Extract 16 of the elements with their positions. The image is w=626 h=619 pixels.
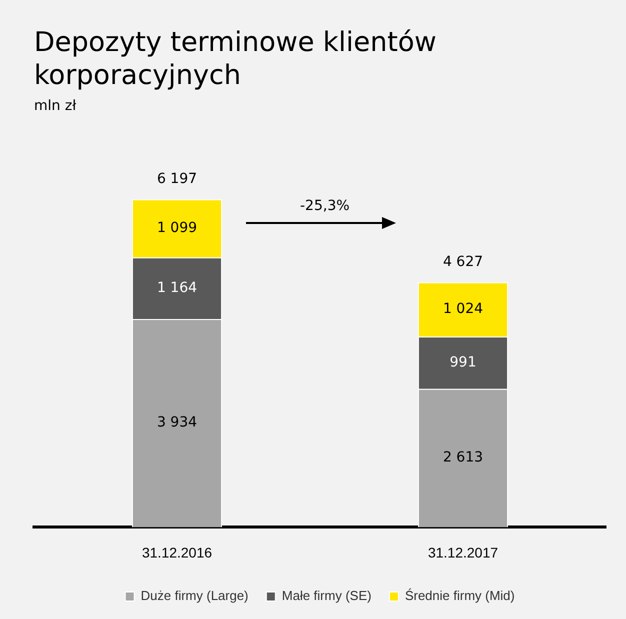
chart-subtitle: mln zł: [34, 98, 76, 114]
legend-label: Średnie firmy (Mid): [404, 588, 515, 604]
data-label: 1 024: [442, 300, 484, 317]
data-label: 1 164: [156, 280, 198, 296]
x-tick-label: 31.12.2016: [142, 544, 212, 560]
legend-label: Małe firmy (SE): [282, 588, 372, 604]
legend-label: Duże firmy (Large): [140, 588, 248, 604]
data-label: 991: [450, 354, 476, 370]
data-label: 1 099: [156, 220, 198, 236]
data-label: 2 613: [442, 450, 484, 466]
x-tick-label: 31.12.2017: [428, 544, 498, 560]
total-label: 6 197: [156, 170, 198, 187]
data-label: 3 934: [156, 414, 198, 431]
total-label: 4 627: [442, 254, 484, 270]
chart-title: Depozyty terminowe klientów korporacyjnych: [34, 26, 438, 92]
annotation: -25,3%: [300, 198, 350, 214]
